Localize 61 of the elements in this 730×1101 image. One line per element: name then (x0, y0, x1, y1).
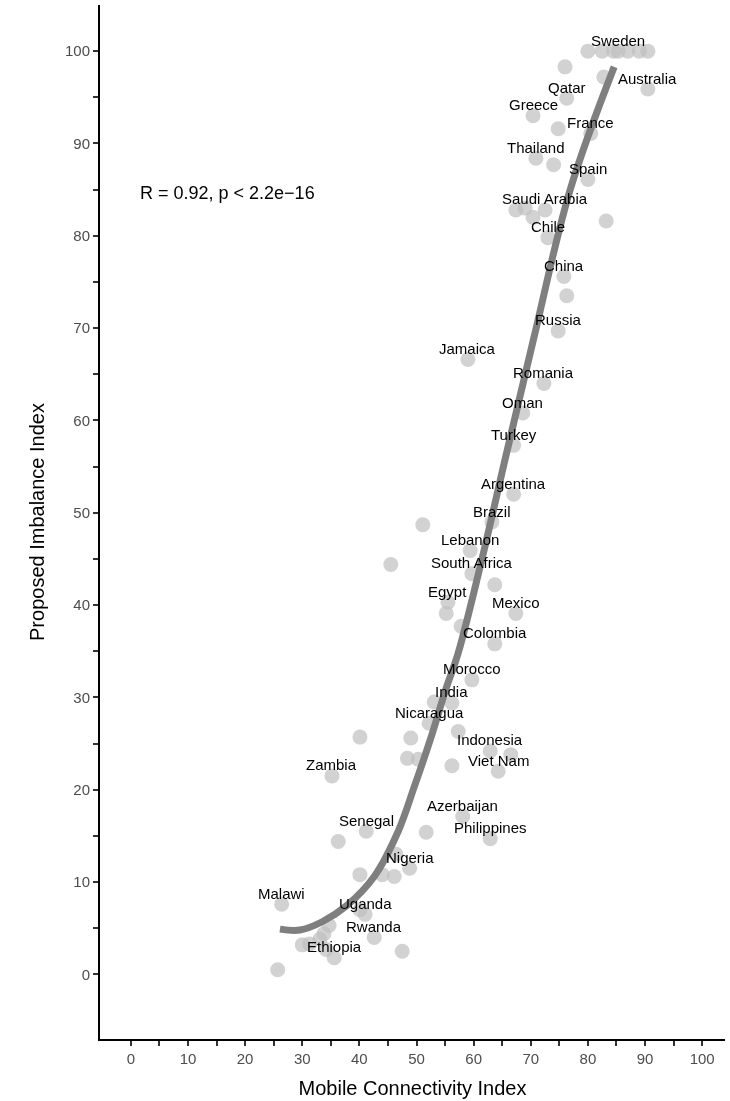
annotation: Morocco (443, 660, 501, 677)
annotation: Saudi Arabia (502, 190, 588, 207)
annotation: Colombia (463, 624, 528, 641)
annotation: Nigeria (386, 849, 435, 866)
annotation: Argentina (481, 475, 546, 492)
y-tick-label: 60 (73, 411, 90, 429)
y-axis-title: Proposed Imbalance Index (25, 403, 48, 641)
x-tick-label: 0 (126, 1050, 136, 1067)
annotation: Qatar (548, 79, 586, 96)
y-tick-label: 100 (64, 42, 90, 60)
x-tick-label: 100 (689, 1050, 715, 1067)
annotation: France (567, 114, 614, 131)
x-tick-label: 30 (293, 1050, 311, 1067)
annotation: Uganda (339, 895, 393, 912)
x-tick-label: 80 (579, 1050, 597, 1067)
y-tick-label: 90 (73, 134, 90, 152)
y-tick-label: 30 (73, 688, 90, 706)
x-tick-label: 70 (522, 1050, 540, 1067)
annotation: China (544, 257, 584, 274)
annotation: Indonesia (457, 731, 523, 748)
y-tick-label: 20 (73, 780, 90, 798)
annotation: Zambia (306, 756, 357, 773)
annotation: Australia (618, 70, 678, 87)
y-tick-label: 70 (73, 319, 90, 337)
y-tick-label: 80 (73, 227, 90, 245)
y-tick-label: 0 (81, 965, 90, 983)
annotation: Brazil (473, 503, 511, 520)
annotation: Viet Nam (468, 752, 530, 769)
annotation: Nicaragua (395, 704, 465, 721)
annotation: Oman (502, 394, 543, 411)
annotation: Azerbaijan (427, 797, 498, 814)
annotation: Malawi (258, 885, 305, 902)
x-tick-label: 40 (351, 1050, 368, 1067)
annotation: Sweden (591, 32, 646, 49)
annotation: Russia (535, 311, 582, 328)
x-tick-label: 20 (236, 1050, 254, 1067)
annotation: Thailand (507, 139, 565, 156)
annotation: Romania (513, 364, 574, 381)
annotation: R = 0.92, p < 2.2e−16 (140, 183, 315, 203)
x-tick-label: 90 (636, 1050, 654, 1067)
annotation: India (435, 683, 469, 700)
annotation: Egypt (428, 583, 468, 600)
x-axis-title: Mobile Connectivity Index (298, 1077, 527, 1099)
x-tick-label: 50 (408, 1050, 425, 1067)
annotation: Jamaica (439, 340, 496, 357)
annotation: Ethiopia (307, 938, 362, 955)
x-tick-label: 10 (179, 1050, 197, 1067)
y-tick-label: 50 (73, 504, 90, 522)
annotation: South Africa (431, 554, 513, 571)
annotation: Senegal (339, 812, 395, 829)
annotation: Rwanda (346, 918, 402, 935)
x-tick-label: 60 (465, 1050, 482, 1067)
annotation: Philippines (454, 819, 527, 836)
annotation: Mexico (492, 594, 540, 611)
y-tick-label: 10 (73, 873, 90, 891)
annotation: Chile (531, 218, 566, 235)
annotation: Greece (509, 96, 559, 113)
y-tick-label: 40 (73, 596, 90, 614)
annotation: Lebanon (441, 531, 500, 548)
annotation: Spain (569, 160, 608, 177)
annotation: Turkey (491, 426, 537, 443)
